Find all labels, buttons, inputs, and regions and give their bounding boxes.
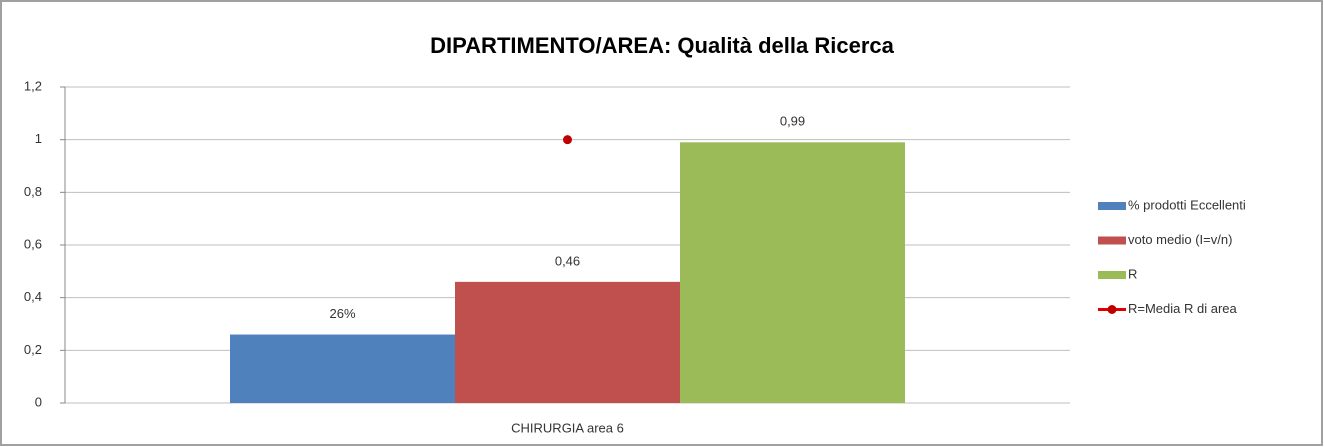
y-tick-label: 1,2 [24, 78, 42, 93]
bar [455, 281, 680, 403]
bar [230, 334, 455, 403]
legend-swatch [1098, 271, 1126, 279]
legend-label: voto medio (I=v/n) [1128, 232, 1232, 247]
chart-title: DIPARTIMENTO/AREA: Qualità della Ricerca [430, 33, 894, 58]
legend-label: % prodotti Eccellenti [1128, 197, 1246, 212]
data-label: 0,99 [780, 114, 805, 129]
y-tick-label: 0,4 [24, 289, 42, 304]
y-tick-label: 0 [35, 394, 42, 409]
bar [680, 142, 905, 404]
legend-label: R [1128, 266, 1137, 281]
legend-label: R=Media R di area [1128, 301, 1238, 316]
y-tick-label: 0,2 [24, 342, 42, 357]
legend-swatch [1098, 236, 1126, 245]
data-label: 0,46 [555, 253, 580, 268]
data-label: 26% [329, 306, 355, 321]
y-tick-label: 0,8 [24, 184, 42, 199]
y-tick-label: 0,6 [24, 236, 42, 251]
x-tick-label: CHIRURGIA area 6 [511, 420, 624, 435]
line-marker [563, 135, 572, 145]
legend-marker [1107, 305, 1117, 314]
y-tick-label: 1 [35, 131, 42, 146]
legend-swatch [1098, 202, 1126, 210]
